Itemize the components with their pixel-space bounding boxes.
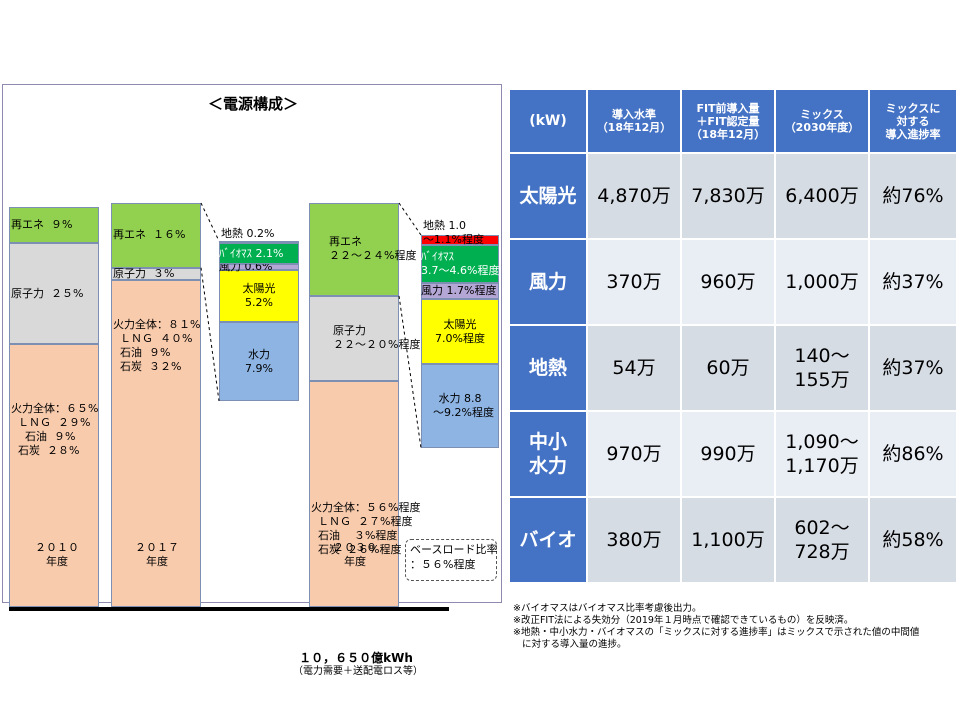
breakdown-label: 太陽光 5.2% [242,282,276,309]
bar-segment-label: 再エネ １６% [113,228,186,242]
breakdown-segment-1-1 [421,299,499,365]
bar-segment-label: 火力全体：６５% ＬＮＧ ２９% 石油 ９% 石炭 ２８% [11,402,99,458]
table-cell: 約37% [870,326,956,410]
footnote-line: ※地熱・中小水力・バイオマスの「ミックスに対する進捗率」はミックスで示された値の… [513,627,920,638]
table-header-cell: 導入水準 （18年12月） [588,90,680,152]
table-cell: 1,100万 [682,498,774,582]
bar-segment-2010-0 [9,344,99,607]
table-header-row: (kW) 導入水準 （18年12月） FIT前導入量 ＋FIT認定量 （18年12月… [510,90,956,152]
table-row: 中小 水力 970万 990万 1,090～ 1,170万 約86% [510,412,956,496]
table-row-header: 地熱 [510,326,586,410]
bar-segment-2017-0 [111,279,201,607]
bar-segment-2017-1 [111,267,201,280]
bar-segment-label: 原子力 ２２～２０%程度 [333,324,421,352]
bar-segment-label: 原子力 ３% [113,266,175,280]
table-cell: 約37% [870,240,956,324]
connector-line [200,267,220,402]
total-generation: １０，６５０億kWh [299,651,413,665]
footnote-line: に対する導入量の進捗。 [513,639,627,650]
table-row: 太陽光 4,870万 7,830万 6,400万 約76% [510,154,956,238]
breakdown-label: 風力 1.7%程度 [421,284,497,298]
breakdown-label: 地熱 1.0 ～1.1%程度 [423,219,484,246]
x-axis-label: ２０１０ 年度 [35,541,79,568]
table-cell: 370万 [588,240,680,324]
breakdown-label: 地熱 0.2% [221,227,275,240]
table-row: 地熱 54万 60万 140～ 155万 約37% [510,326,956,410]
breakdown-label: 太陽光 7.0%程度 [435,317,485,345]
total-generation-note: （電力需要＋送配電ロス等） [293,666,423,677]
table-cell: 7,830万 [682,154,774,238]
table-cell: 約86% [870,412,956,496]
breakdown-segment-1-0 [421,364,499,448]
chart-title: ＜電源構成＞ [207,95,298,113]
breakdown-label: 水力 7.9% [245,347,273,375]
bar-segment-2017-2 [111,203,201,268]
table-cell: 4,870万 [588,154,680,238]
table-cell: 990万 [682,412,774,496]
table-row-header: 太陽光 [510,154,586,238]
breakdown-label: 水力 8.8 ～9.2%程度 [433,392,494,420]
breakdown-segment-0-1 [219,270,299,322]
bar-segment-label: 火力全体：５６%程度 ＬＮＧ ２７%程度 石油 ３%程度 石炭 ２６%程度 [311,500,421,556]
breakdown-segment-0-3 [219,243,299,264]
power-mix-chart: ＜電源構成＞ 火力全体：６５% ＬＮＧ ２９% 石油 ９% 石炭 ２８% 原子力 … [2,84,502,677]
bar-segment-label: 火力全体：８１% ＬＮＧ ４０% 石油 ９% 石炭 ３２% [113,317,201,373]
x-axis-label: ２０１７ 年度 [135,541,179,568]
table-cell: 1,000万 [776,240,868,324]
table-row-header: 中小 水力 [510,412,586,496]
table-cell: 54万 [588,326,680,410]
connector-line [200,202,220,242]
table-header-cell: (kW) [510,90,586,152]
x-axis-label: ２０３０ 年度 [333,541,377,568]
bar-segment-2030-2 [309,203,399,296]
breakdown-segment-0-4 [219,241,299,243]
breakdown-segment-0-2 [219,264,299,270]
bar-segment-label: 再エネ ２２～２４%程度 [329,235,417,263]
baseload-callout: ベースロード比率 ：５６%程度 [405,539,497,581]
bar-segment-2030-1 [309,295,399,381]
bar-segment-2010-2 [9,207,99,244]
breakdown-connector-lines [200,202,422,449]
table-row: 風力 370万 960万 1,000万 約37% [510,240,956,324]
table-cell: 約76% [870,154,956,238]
breakdown-segment-1-4 [421,235,499,245]
table-row-header: バイオ [510,498,586,582]
bar-segment-2030-0 [309,380,399,607]
breakdown-label: ﾊﾞｲｵﾏｽ 2.1% [219,246,284,260]
table-cell: 1,090～ 1,170万 [776,412,868,496]
table-cell: 960万 [682,240,774,324]
bar-segment-label: 原子力 ２５% [11,286,84,300]
breakdown-segment-1-3 [421,244,499,284]
bar-segment-label: 再エネ ９% [11,218,73,232]
table-body: 太陽光 4,870万 7,830万 6,400万 約76% 風力 370万 960万 1,000… [510,154,956,582]
breakdown-segment-0-0 [219,322,299,401]
table-cell: 970万 [588,412,680,496]
chart-baseline [9,607,449,611]
renewables-table: (kW) 導入水準 （18年12月） FIT前導入量 ＋FIT認定量 （18年12月… [508,88,958,584]
footnote-line: ※改正FIT法による失効分（2019年１月時点で確認できているもの）を反映済。 [513,615,854,626]
table-header-cell: FIT前導入量 ＋FIT認定量 （18年12月） [682,90,774,152]
breakdown-label: ﾊﾞｲｵﾏｽ 3.7～4.6%程度 [421,250,500,278]
connector-line [398,202,422,236]
table-cell: 380万 [588,498,680,582]
table-cell: 60万 [682,326,774,410]
table-cell: 6,400万 [776,154,868,238]
table-cell: 602～ 728万 [776,498,868,582]
table-cell: 約58% [870,498,956,582]
breakdown-segment-1-2 [421,283,499,300]
connector-line [398,295,422,449]
table-header-cell: ミックスに 対する 導入進捗率 [870,90,956,152]
table-row: バイオ 380万 1,100万 602～ 728万 約58% [510,498,956,582]
bar-segment-2010-1 [9,243,99,345]
footnote-line: ※バイオマスはバイオマス比率考慮後出力。 [513,603,702,614]
table-row-header: 風力 [510,240,586,324]
table-cell: 140～ 155万 [776,326,868,410]
table-header-cell: ミックス （2030年度） [776,90,868,152]
footnotes: ※バイオマスはバイオマス比率考慮後出力。 ※改正FIT法による失効分（2019年１… [513,603,953,651]
